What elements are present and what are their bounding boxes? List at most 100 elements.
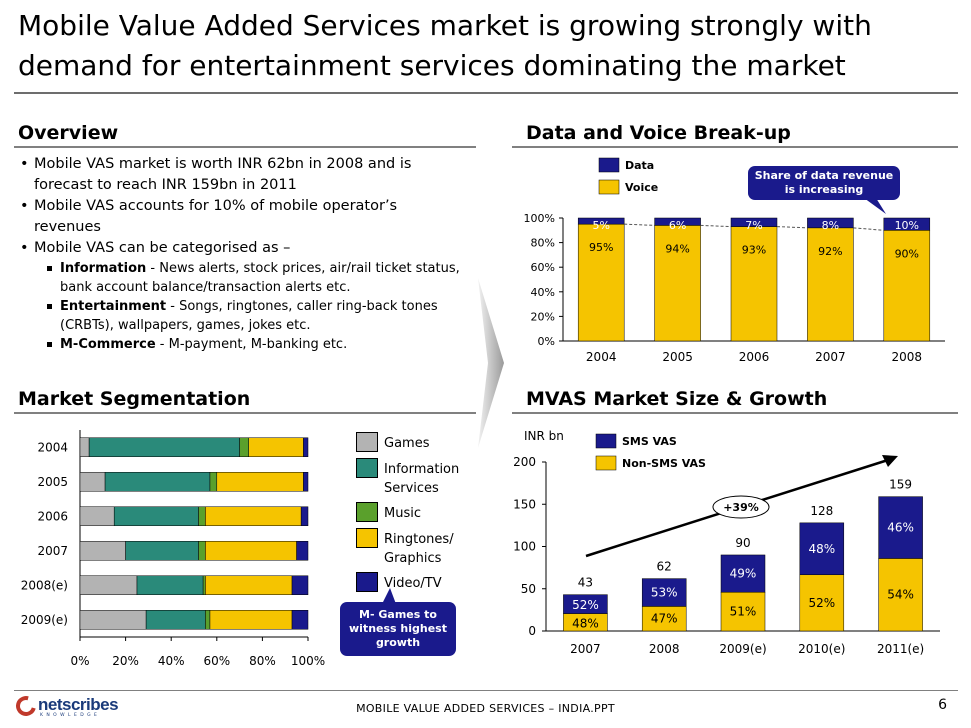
slide-title: Mobile Value Added Services market is gr… [18,6,948,86]
x-tick-label: 2007 [570,642,601,656]
legend-swatch [356,502,378,522]
segment-bar [79,610,147,630]
x-tick-label: 2010(e) [798,642,845,656]
mvas-rule [512,412,958,414]
sub-bullet-mcommerce: M-Commerce - M-payment, M-banking etc. [18,335,468,354]
data-label: 6% [669,219,686,232]
sms-label: 52% [572,598,599,612]
data-bar [577,217,625,225]
legend-swatch-data [598,157,620,173]
section-arrow-icon [478,278,504,448]
legend-swatch-non-sms [595,455,617,471]
voice-label: 93% [742,244,766,257]
segment-bar [296,541,309,561]
data-bar [883,217,931,231]
total-label: 128 [810,504,833,518]
sms-bar [641,578,687,607]
x-tick-label: 100% [291,654,325,668]
bullet-item: Mobile VAS market is worth INR 62bn in 2… [18,154,468,196]
x-tick-label: 2008 [649,642,680,656]
total-label: 43 [578,576,593,590]
segment-bar [291,575,309,595]
sub-bullet-information: Information - News alerts, stock prices,… [18,259,468,297]
non-sms-label: 47% [651,612,678,626]
callout-pointer [864,198,886,214]
voice-bar [807,227,854,342]
y-tick-label: 2005 [37,475,68,489]
total-label: 159 [889,478,912,492]
segment-bar [79,506,115,526]
sms-bar [720,554,766,593]
x-tick-label: 20% [112,654,139,668]
data-bar [654,217,701,226]
breakup-heading: Data and Voice Break-up [526,122,791,144]
y-tick-label: 2006 [37,509,68,523]
segment-bar [205,575,293,595]
y-tick-label: 0 [528,624,536,638]
segment-bar [198,506,206,526]
sms-label: 48% [808,542,835,556]
sms-bar [878,496,923,559]
breakup-rule [512,146,958,148]
segment-bar [79,575,138,595]
segment-bar [79,437,90,457]
growth-arrow-icon [882,455,898,467]
segment-bar [79,541,126,561]
non-sms-bar [878,558,923,632]
legend-label-non-sms: Non-SMS VAS [622,457,706,470]
non-sms-label: 48% [572,616,599,630]
x-tick-label: 2007 [815,350,846,364]
segment-bar [300,506,309,526]
x-tick-label: 2008 [892,350,923,364]
bullet-item: Mobile VAS accounts for 10% of mobile op… [18,196,468,238]
voice-bar [883,230,931,342]
y-tick-label: 2004 [37,440,68,454]
y-tick-label: 40% [531,286,555,299]
y-tick-label: 80% [531,237,555,250]
segment-bar [303,472,309,492]
data-label: 7% [745,219,762,232]
segment-bar [205,506,302,526]
segment-bar [202,575,206,595]
segment-bar [104,472,211,492]
segment-bar [205,541,297,561]
x-tick-label: 0% [70,654,89,668]
non-sms-bar [641,606,687,632]
netscribes-logo: netscribes K N O W L E D G E [12,692,126,721]
segment-bar [303,437,309,457]
legend-swatch-sms [595,433,617,449]
y-tick-label: 2008(e) [21,578,68,592]
connector-line [624,223,655,226]
legend-label-voice: Voice [625,181,658,194]
segment-bar [209,610,293,630]
x-tick-label: 2006 [739,350,770,364]
y-axis-label: INR bn [524,429,564,443]
mvas-heading: MVAS Market Size & Growth [526,388,828,410]
non-sms-label: 51% [730,605,757,619]
breakup-callout: Share of data revenue is increasing [748,166,900,200]
segmentation-callout: M- Games to witness highest growth [340,602,456,656]
voice-label: 94% [665,242,689,255]
y-tick-label: 20% [531,310,555,323]
total-label: 62 [657,560,672,574]
legend-swatch [356,432,378,452]
y-tick-label: 60% [531,261,555,274]
x-tick-label: 2004 [586,350,617,364]
sms-label: 49% [730,567,757,581]
data-bar [807,217,854,229]
segment-bar [248,437,304,457]
footer-doc-name: MOBILE VALUE ADDED SERVICES – INDIA.PPT [356,702,615,715]
sms-bar [563,594,608,614]
y-tick-label: 150 [513,497,536,511]
y-tick-label: 50 [521,582,536,596]
connector-line [853,227,884,231]
segment-bar [216,472,304,492]
legend-swatch [356,528,378,548]
x-tick-label: 40% [158,654,185,668]
segmentation-chart: 0% 20% 40% 60% 80% 100% 2004 2005 2006 2007 2008(e… [21,430,325,668]
total-label: 90 [735,536,750,550]
segment-bar [198,541,206,561]
segment-bar [205,610,211,630]
slide-title-line-2: demand for entertainment services domina… [18,49,846,82]
segment-bar [209,472,218,492]
